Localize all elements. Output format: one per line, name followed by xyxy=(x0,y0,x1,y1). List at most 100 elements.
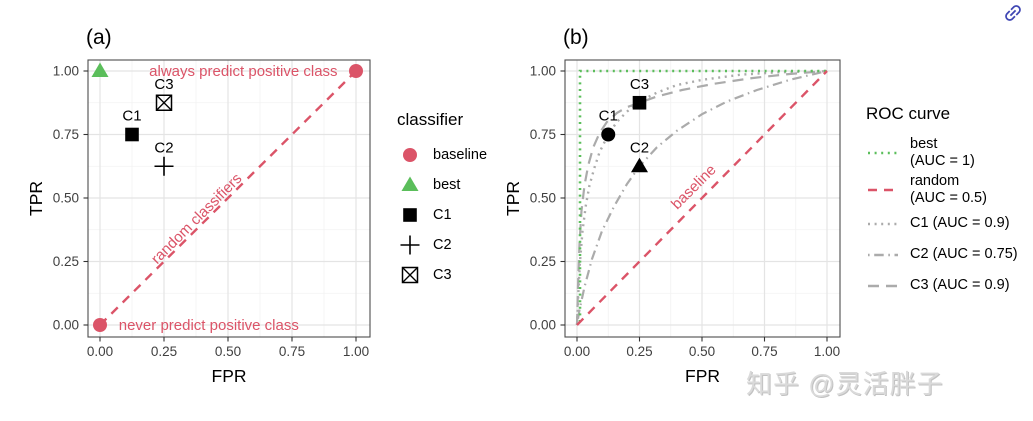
series-line-dashed xyxy=(576,70,828,326)
y-axis-title: TPR xyxy=(503,181,523,216)
x-tick-label: 0.50 xyxy=(215,344,241,359)
point-label-C1: C1 xyxy=(122,108,141,125)
x-tick-label: 0.00 xyxy=(564,344,590,359)
y-tick-label: 0.25 xyxy=(530,254,556,269)
legend-item-best: best (AUC = 1) xyxy=(866,134,1033,171)
point-label-C3: C3 xyxy=(154,76,173,93)
y-tick-label: 0.50 xyxy=(530,191,556,206)
roc-scatter-panel-a: 0.00 0.00 0.25 0.25 0.50 0.50 0.75 0.75 1.00 1.00… xyxy=(26,26,371,386)
legend-item-label: baseline xyxy=(433,146,488,163)
marker-square-x xyxy=(402,267,418,283)
annotation: never predict positive class xyxy=(119,317,299,334)
x-tick-label: 0.25 xyxy=(151,344,177,359)
point-label-C3: C3 xyxy=(630,76,649,93)
point-label-C2: C2 xyxy=(154,139,173,156)
point-label-C2: C2 xyxy=(630,139,649,156)
legend-item-c3: C3 xyxy=(397,260,517,290)
y-tick-label: 0.25 xyxy=(53,254,79,269)
legend-item-baseline: baseline xyxy=(397,140,517,170)
x-axis-title: FPR xyxy=(685,366,720,386)
legend-item-label: C1 xyxy=(433,206,452,223)
legend-title-classifier: classifier xyxy=(397,110,464,129)
legend-classifier: classifier baseline best C1 C2 C3 xyxy=(397,110,517,290)
data-point-baseline xyxy=(93,318,107,332)
marker-square xyxy=(632,95,647,110)
data-point-C1 xyxy=(601,127,616,142)
legend-key-icon xyxy=(868,188,898,191)
y-axis-title: TPR xyxy=(26,181,46,216)
y-tick-label: 0.75 xyxy=(53,127,79,142)
x-tick-label: 0.25 xyxy=(626,344,652,359)
legend-key-icon xyxy=(403,148,417,162)
series-line-dotted xyxy=(575,69,828,326)
marker-square-x xyxy=(155,94,173,111)
legend-item-label: C2 xyxy=(433,236,452,253)
legend-item-c1: C1 (AUC = 0.9) xyxy=(866,208,1033,239)
legend-key-square-x xyxy=(401,266,419,284)
x-tick-label: 0.00 xyxy=(87,344,113,359)
marker-circle xyxy=(349,64,363,78)
legend-roc-curve: ROC curve best (AUC = 1) random (AUC = 0.5)… xyxy=(866,104,1033,301)
point-label-C1: C1 xyxy=(599,108,618,125)
marker-square xyxy=(403,208,417,222)
legend-item-label: C2 (AUC = 0.75) xyxy=(910,246,1018,263)
legend-item-label: C3 (AUC = 0.9) xyxy=(910,277,1010,294)
marker-circle xyxy=(93,318,107,332)
marker-triangle xyxy=(401,176,419,191)
y-tick-label: 0.75 xyxy=(530,127,556,142)
panel-title: (a) xyxy=(86,26,112,49)
legend-key-icon xyxy=(868,253,898,256)
y-tick-label: 0.00 xyxy=(53,318,79,333)
y-tick-label: 1.00 xyxy=(53,64,79,79)
y-tick-label: 0.00 xyxy=(530,318,556,333)
x-tick-label: 0.50 xyxy=(689,344,715,359)
series-line-dashed xyxy=(99,70,357,326)
marker-square-x xyxy=(401,266,419,284)
legend-item-c3: C3 (AUC = 0.9) xyxy=(866,270,1033,301)
legend-item-label: random (AUC = 0.5) xyxy=(910,173,987,206)
x-axis-title: FPR xyxy=(212,366,247,386)
marker-triangle xyxy=(91,62,109,77)
watermark: 知乎 @灵活胖子 xyxy=(746,369,944,399)
x-tick-label: 0.75 xyxy=(751,344,777,359)
y-tick-label: 0.50 xyxy=(53,191,79,206)
legend-key-icon xyxy=(401,266,419,284)
legend-item-label: C1 (AUC = 0.9) xyxy=(910,215,1010,232)
annotation: random classifiers xyxy=(148,170,245,267)
legend-key-icon xyxy=(868,151,898,154)
data-point-best xyxy=(91,62,109,77)
legend-item-best: best xyxy=(397,170,517,200)
data-point-baseline xyxy=(349,64,363,78)
legend-key-icon xyxy=(403,208,417,222)
data-point-C3 xyxy=(632,95,647,110)
legend-item-c1: C1 xyxy=(397,200,517,230)
marker-square xyxy=(125,127,139,142)
legend-key-plus xyxy=(400,235,420,255)
legend-title-roc-curve: ROC curve xyxy=(866,104,951,123)
legend-item-label: C3 xyxy=(433,266,452,283)
legend-key-circle xyxy=(403,148,417,162)
legend-key-icon xyxy=(868,284,898,287)
legend-item-label: best xyxy=(433,176,461,193)
legend-key-triangle xyxy=(401,176,419,191)
legend-key-icon xyxy=(400,235,420,255)
data-point-C2 xyxy=(631,157,648,173)
marker-triangle xyxy=(631,157,648,173)
data-point-C2 xyxy=(154,156,174,176)
marker-circle xyxy=(403,148,417,162)
marker-square-x xyxy=(156,94,172,111)
panel-title: (b) xyxy=(563,26,589,49)
x-tick-label: 1.00 xyxy=(814,344,840,359)
marker-circle xyxy=(601,127,616,142)
y-tick-label: 1.00 xyxy=(530,64,556,79)
legend-key-square xyxy=(403,208,417,222)
link-icon[interactable] xyxy=(1002,2,1024,24)
annotation: always predict positive class xyxy=(149,63,337,80)
series-line-dotted xyxy=(578,69,827,322)
roc-curves-panel-b: 0.00 0.00 0.25 0.25 0.50 0.50 0.75 0.75 1.00 1.00… xyxy=(503,26,841,386)
legend-item-c2: C2 xyxy=(397,230,517,260)
data-point-C1 xyxy=(125,127,139,142)
legend-item-c2: C2 (AUC = 0.75) xyxy=(866,239,1033,270)
legend-key-icon xyxy=(868,222,898,225)
